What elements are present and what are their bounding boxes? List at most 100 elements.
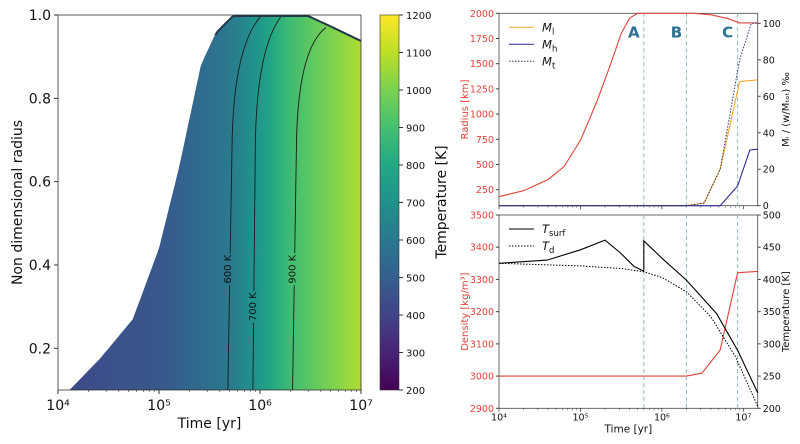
legend-subscript: h: [552, 44, 557, 54]
contour-label-bg: [287, 253, 298, 286]
legend-entry: Mt: [542, 54, 556, 71]
y-tick-label: 0.2: [29, 341, 51, 357]
y-tick-label: 0.8: [29, 91, 51, 107]
y2-tick-label: 0: [763, 201, 769, 212]
legend-subscript: surf: [549, 229, 566, 239]
y2-tick-label: 100: [763, 19, 781, 30]
y2-tick-label: 80: [763, 55, 775, 66]
colorbar-tick-label: 1000: [406, 86, 431, 97]
contour-label: 700 K: [248, 292, 259, 321]
series-line-T-d: [498, 262, 759, 407]
x-tick-label: 10⁶: [248, 398, 272, 414]
y-tick-label: 3500: [470, 211, 494, 222]
colorbar-tick-label: 600: [406, 236, 425, 247]
legend-subscript: d: [549, 246, 554, 256]
legend-subscript: l: [552, 27, 554, 37]
contour-label-bg: [247, 290, 258, 323]
y-tick-label: 2900: [470, 404, 494, 415]
contour-label: 900 K: [288, 254, 299, 283]
y-tick-label: 1500: [470, 59, 494, 70]
x-axis-label: Time [yr]: [603, 423, 652, 435]
y-axis-label: Radius [km]: [460, 79, 471, 139]
legend-symbol: M: [542, 20, 552, 34]
series-line-T-surf: [498, 239, 759, 394]
y-tick-label: 3100: [470, 339, 494, 350]
colorbar-gradient: [379, 14, 400, 391]
y2-axis-label: Mᵢ / (w/Mₜₒₜ) ‰: [781, 72, 792, 147]
colorbar-tick-label: 500: [406, 274, 425, 285]
y-tick-label: 3000: [470, 372, 494, 383]
y-tick-label: 2000: [470, 9, 494, 20]
y2-tick-label: 200: [763, 404, 781, 415]
legend-symbol: M: [542, 37, 552, 51]
colorbar-label: Temperature [K]: [434, 145, 450, 259]
temperature-field: [69, 15, 361, 390]
colorbar-tick-label: 300: [406, 349, 425, 360]
y-tick-label: 1.0: [29, 8, 51, 24]
x-tick-label: 10⁵: [572, 412, 588, 423]
y-tick-label: 0.4: [29, 258, 51, 274]
colorbar-tick-label: 1200: [406, 11, 431, 22]
contour-line: [252, 16, 281, 391]
phase-label: A: [628, 23, 640, 41]
y-axis-label: Non dimensional radius: [10, 120, 26, 285]
legend-subscript: t: [552, 61, 556, 71]
legend-symbol: T: [542, 222, 550, 236]
y2-tick-label: 40: [763, 128, 775, 139]
y2-tick-label: 300: [763, 339, 781, 350]
legend-entry: Tsurf: [542, 222, 566, 239]
legend-entry: Ml: [542, 20, 554, 37]
colorbar-tick-label: 800: [406, 161, 425, 172]
plot-frame: [498, 214, 759, 409]
x-tick-label: 10⁴: [46, 398, 70, 414]
y-tick-label: 500: [476, 160, 494, 171]
y-tick-label: 3400: [470, 243, 494, 254]
y2-tick-label: 350: [763, 307, 781, 318]
colorbar: 200 300 400 500 600 700 800 900 1000 1100 1200 Temp…: [379, 11, 450, 397]
y2-axis-label: Temperature [K]: [781, 271, 792, 353]
contour-label: 600 K: [223, 254, 234, 283]
x-axis-label: Time [yr]: [177, 416, 242, 432]
y2-tick-label: 60: [763, 92, 775, 103]
y2-tick-label: 20: [763, 165, 775, 176]
y2-tick-label: 400: [763, 275, 781, 286]
y2-tick-label: 500: [763, 211, 781, 222]
colorbar-tick-label: 900: [406, 124, 425, 135]
contour-label-bg: [222, 253, 233, 286]
temperature-heatmap-panel: 600 K 700 K 900 K 10⁴ 10⁵ 10⁶ 10⁷ 0.2 0.4 0.6 0.8 1…: [10, 8, 373, 432]
y-tick-label: 1000: [470, 110, 494, 121]
y-tick-label: 3300: [470, 275, 494, 286]
y2-tick-label: 450: [763, 243, 781, 254]
x-tick-label: 10⁶: [654, 412, 670, 423]
legend-entry: Td: [542, 239, 554, 256]
y-tick-label: 3200: [470, 307, 494, 318]
plot-frame: [498, 12, 759, 207]
density-temperature-panel: 2900 3000 3100 3200 3300 3400 3500 200 250 300 350…: [460, 211, 792, 436]
x-tick-label: 10⁴: [491, 412, 507, 423]
radius-mass-panel: A B C 250 500 750 1000 1250 1500 1750 2000 0 20 40 60 8…: [460, 9, 792, 212]
radius-line: [498, 12, 758, 198]
y-tick-label: 0.6: [29, 175, 51, 191]
colorbar-tick-label: 700: [406, 199, 425, 210]
colorbar-tick-label: 1100: [406, 49, 431, 60]
y-tick-label: 250: [476, 185, 494, 196]
y2-tick-label: 250: [763, 372, 781, 383]
x-tick-label: 10⁷: [349, 398, 372, 414]
phase-label: B: [671, 23, 682, 41]
plot-frame: [57, 14, 362, 391]
y-tick-label: 1250: [470, 84, 494, 95]
surface-edge: [214, 15, 361, 42]
legend-symbol: T: [542, 239, 550, 253]
y-tick-label: 750: [476, 135, 494, 146]
x-tick-label: 10⁷: [735, 412, 751, 423]
legend-entry: Mh: [542, 37, 557, 54]
phase-label: C: [722, 23, 733, 41]
x-tick-label: 10⁵: [147, 398, 170, 414]
colorbar-tick-label: 400: [406, 311, 425, 322]
density-line: [499, 270, 758, 377]
y-axis-label: Density [kg/m³]: [460, 272, 471, 350]
contour-line: [292, 27, 327, 391]
y-tick-label: 1750: [470, 34, 494, 45]
legend-symbol: M: [542, 54, 552, 68]
